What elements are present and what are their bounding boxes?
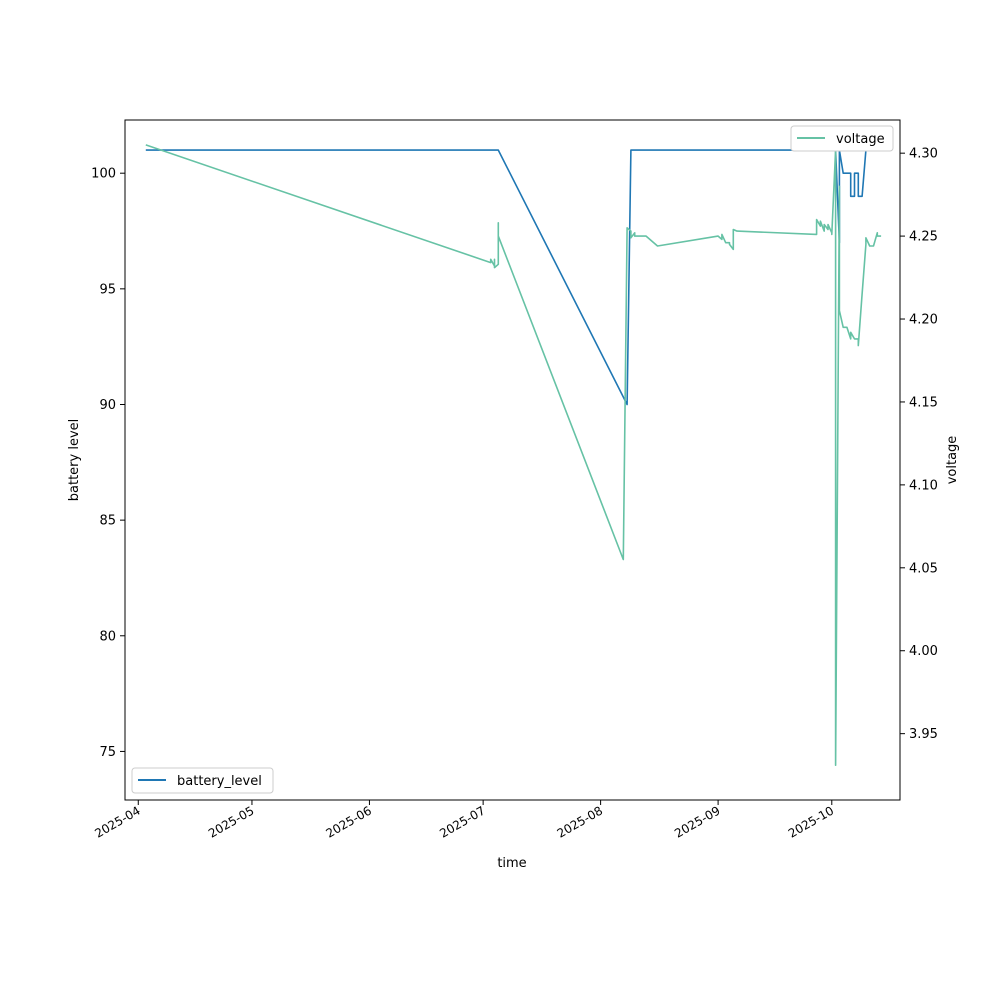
- right-tick-label: 4.30: [909, 147, 938, 162]
- left-axis-label: battery level: [67, 419, 82, 502]
- legend-label-battery-level: battery_level: [177, 774, 262, 789]
- left-tick-label: 80: [99, 629, 116, 644]
- series-line-voltage: [145, 144, 882, 767]
- series-line-battery-level: [145, 149, 878, 406]
- legend-label-voltage: voltage: [836, 132, 885, 147]
- right-tick-label: 4.20: [909, 313, 938, 328]
- right-axis-label: voltage: [945, 436, 960, 485]
- right-tick-label: 4.25: [909, 230, 938, 245]
- left-tick-label: 85: [99, 514, 116, 529]
- legend-voltage: voltage: [790, 125, 894, 152]
- left-tick-label: 75: [99, 745, 116, 760]
- right-tick-label: 4.10: [909, 478, 938, 493]
- legend-battery-level: battery_level: [131, 767, 274, 794]
- legend-box: [131, 767, 274, 794]
- right-tick-label: 4.00: [909, 644, 938, 659]
- left-tick-label: 90: [99, 398, 116, 413]
- legend-box: [790, 125, 894, 152]
- plot-area-frame: [124, 119, 901, 801]
- right-tick-label: 4.05: [909, 561, 938, 576]
- right-tick-label: 4.15: [909, 395, 938, 410]
- x-axis-label: time: [497, 856, 526, 871]
- left-tick-label: 95: [99, 282, 116, 297]
- left-tick-label: 100: [91, 167, 116, 182]
- right-tick-label: 3.95: [909, 727, 938, 742]
